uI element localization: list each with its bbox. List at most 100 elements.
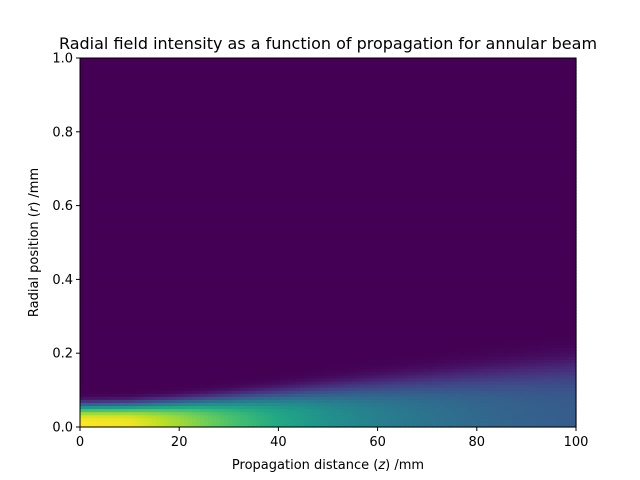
heatmap-cell — [112, 230, 117, 234]
heatmap-cell — [184, 411, 189, 416]
heatmap-cell — [172, 300, 177, 305]
heatmap-cell — [96, 193, 101, 197]
heatmap-cell — [80, 347, 85, 351]
heatmap-cell — [108, 402, 113, 407]
heatmap-cell — [176, 181, 181, 185]
heatmap-cell — [112, 162, 117, 167]
heatmap-cell — [132, 257, 137, 262]
heatmap-cell — [172, 423, 177, 428]
heatmap-cell — [112, 211, 117, 216]
heatmap-cell — [188, 147, 193, 151]
heatmap-cell — [92, 227, 97, 231]
heatmap-cell — [168, 414, 173, 419]
heatmap-cell — [136, 337, 141, 342]
heatmap-cell — [100, 313, 105, 317]
heatmap-cell — [160, 310, 165, 314]
heatmap-cell — [164, 156, 169, 161]
heatmap-cell — [120, 408, 125, 413]
heatmap-cell — [128, 365, 133, 370]
heatmap-cell — [104, 420, 109, 425]
heatmap-cell — [108, 97, 113, 102]
heatmap-cell — [188, 356, 193, 360]
heatmap-cell — [168, 267, 173, 271]
heatmap-cell — [116, 147, 121, 151]
heatmap-cell — [176, 245, 181, 250]
heatmap-cell — [116, 254, 121, 259]
heatmap-cell — [104, 67, 109, 71]
heatmap-cell — [192, 196, 197, 201]
heatmap-cell — [92, 97, 97, 102]
heatmap-cell — [160, 325, 165, 330]
heatmap-cell — [84, 205, 89, 210]
heatmap-cell — [136, 390, 141, 394]
heatmap-cell — [124, 362, 129, 367]
heatmap-cell — [192, 202, 197, 207]
heatmap-cell — [144, 104, 149, 108]
heatmap-cell — [92, 150, 97, 154]
heatmap-cell — [128, 159, 133, 164]
heatmap-cell — [184, 227, 189, 231]
heatmap-cell — [144, 300, 149, 305]
heatmap-cell — [144, 304, 149, 308]
heatmap-cell — [188, 230, 193, 234]
heatmap-cell — [120, 380, 125, 385]
heatmap-cell — [144, 88, 149, 93]
heatmap-cell — [92, 279, 97, 284]
heatmap-cell — [108, 347, 113, 351]
heatmap-cell — [164, 153, 169, 157]
heatmap-cell — [148, 383, 153, 388]
heatmap-cell — [192, 337, 197, 342]
heatmap-cell — [156, 156, 161, 161]
heatmap-cell — [108, 171, 113, 176]
heatmap-cell — [116, 61, 121, 65]
heatmap-cell — [124, 134, 129, 139]
heatmap-cell — [188, 168, 193, 173]
heatmap-cell — [104, 199, 109, 204]
heatmap-cell — [92, 141, 97, 145]
heatmap-cell — [168, 343, 173, 348]
heatmap-cell — [184, 310, 189, 314]
heatmap-cell — [164, 380, 169, 385]
heatmap-cell — [120, 420, 125, 425]
heatmap-cell — [184, 165, 189, 170]
heatmap-cell — [80, 199, 85, 204]
heatmap-cell — [100, 211, 105, 216]
heatmap-cell — [184, 101, 189, 105]
heatmap-cell — [156, 208, 161, 213]
heatmap-cell — [176, 190, 181, 194]
heatmap-cell — [116, 374, 121, 379]
heatmap-cell — [144, 343, 149, 348]
heatmap-cell — [132, 353, 137, 357]
heatmap-cell — [152, 144, 157, 148]
heatmap-cell — [108, 137, 113, 142]
heatmap-cell — [108, 88, 113, 93]
heatmap-cell — [96, 227, 101, 231]
heatmap-cell — [96, 417, 101, 422]
heatmap-cell — [164, 214, 169, 219]
heatmap-cell — [120, 61, 125, 65]
heatmap-cell — [184, 417, 189, 422]
heatmap-cell — [152, 334, 157, 339]
heatmap-cell — [160, 122, 165, 127]
heatmap-cell — [120, 423, 125, 428]
heatmap-cell — [140, 73, 145, 78]
heatmap-cell — [156, 159, 161, 164]
heatmap-cell — [144, 113, 149, 118]
heatmap-cell — [192, 91, 197, 96]
heatmap-cell — [152, 402, 157, 407]
heatmap-cell — [196, 214, 201, 219]
heatmap-cell — [132, 171, 137, 176]
heatmap-cell — [188, 76, 193, 81]
heatmap-cell — [180, 220, 185, 225]
heatmap-cell — [116, 399, 121, 403]
heatmap-cell — [156, 396, 161, 400]
heatmap-cell — [96, 350, 101, 354]
heatmap-cell — [172, 279, 177, 284]
heatmap-cell — [92, 82, 97, 87]
heatmap-cell — [100, 307, 105, 311]
heatmap-cell — [172, 125, 177, 130]
heatmap-cell — [164, 70, 169, 74]
heatmap-cell — [188, 88, 193, 93]
heatmap-cell — [84, 214, 89, 219]
heatmap-cell — [176, 76, 181, 81]
